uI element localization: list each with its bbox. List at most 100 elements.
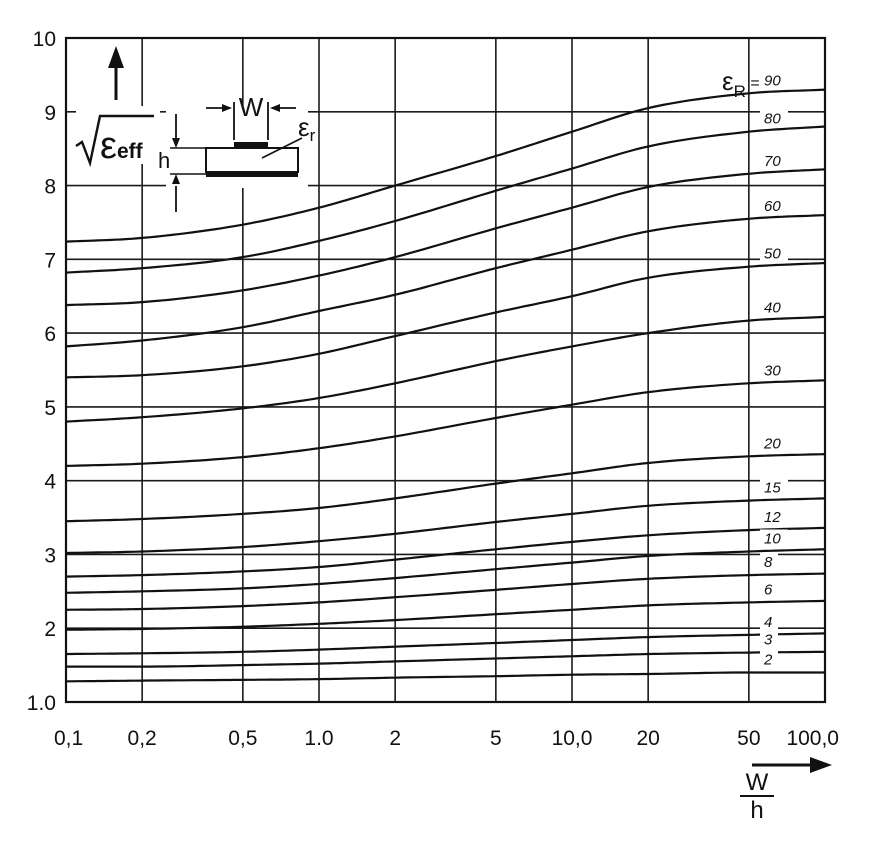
curve-label-background	[760, 650, 778, 668]
inset-epsilon-symbol: ε	[298, 112, 310, 142]
curve-label-background	[760, 71, 788, 89]
y-tick-label: 8	[44, 176, 56, 199]
ground-plane	[206, 172, 298, 177]
curve-label-background	[760, 151, 788, 169]
square-root-icon	[75, 114, 154, 168]
curve-label-background	[760, 196, 788, 214]
x-tick-label: 0,1	[54, 727, 83, 750]
y-tick-label: 10	[33, 28, 56, 51]
curve-label-er-15: 15	[764, 480, 781, 497]
inset-h-label: h	[158, 148, 170, 173]
series-line-er-4	[66, 632, 826, 656]
series-line-er-30	[65, 379, 826, 467]
curve-label-background	[760, 478, 788, 496]
series-line-er-40	[65, 315, 826, 423]
curve-label-background	[760, 580, 778, 598]
inset-epsilon-label: εr	[298, 112, 316, 145]
curve-label-er-60: 60	[764, 198, 781, 215]
x-label-denominator: h	[750, 797, 763, 824]
curve-label-background	[760, 553, 778, 571]
y-tick-label: 5	[44, 397, 56, 420]
y-tick-label: 9	[44, 102, 56, 125]
x-tick-label: 0,2	[128, 727, 157, 750]
series-line-er-90	[65, 88, 826, 243]
curve-label-er-8: 8	[764, 554, 773, 571]
curve-label-background	[760, 630, 778, 648]
y-label-symbol: ε	[100, 125, 117, 167]
down-arrow-icon	[172, 138, 180, 148]
curve-label-er-2: 2	[763, 651, 773, 668]
inset-epsilon-subscript: r	[310, 126, 316, 145]
series-line-er-12	[65, 526, 826, 578]
series-line-er-80	[65, 125, 826, 274]
series-line-er-60	[65, 214, 826, 348]
curve-label-er-4: 4	[764, 614, 772, 631]
curve-label-er-3: 3	[764, 632, 773, 649]
curve-label-er-12: 12	[764, 509, 781, 526]
series-line-er-20	[65, 453, 826, 523]
curve-label-background	[760, 298, 788, 316]
series-line-er-50	[65, 261, 826, 379]
x-tick-label: 50	[737, 727, 760, 750]
y-tick-label: 6	[44, 323, 56, 346]
curve-label-background	[760, 361, 788, 379]
series-line-er-8	[65, 572, 826, 611]
curve-label-er-20: 20	[763, 435, 781, 452]
legend-title: εR =	[722, 66, 760, 101]
series-line-er-15	[65, 497, 826, 555]
x-label-numerator: W	[746, 769, 769, 796]
right-large-arrow-icon	[810, 757, 832, 773]
curve-label-er-80: 80	[764, 111, 781, 128]
y-label-subscript: eff	[117, 140, 144, 163]
curve-label-background	[760, 529, 788, 547]
y-axis-label-text: εeff	[100, 125, 144, 167]
x-tick-label: 1.0	[304, 727, 333, 750]
left-arrow-icon	[270, 104, 280, 112]
y-tick-label: 3	[44, 544, 56, 567]
strip-conductor	[234, 142, 268, 148]
y-tick-label: 2	[44, 618, 56, 641]
up-small-arrow-icon	[172, 174, 180, 184]
y-tick-label: 1.0	[27, 692, 56, 715]
legend-title-subscript: R	[734, 82, 746, 101]
inset-w-label: W	[239, 92, 264, 122]
curve-label-background	[760, 434, 788, 452]
x-tick-label: 100,0	[786, 727, 839, 750]
series-line-er-6	[65, 599, 826, 631]
x-tick-label: 2	[389, 727, 401, 750]
microstrip-cross-section-inset: W εr h	[158, 92, 316, 212]
curve-labels: 90 80 70 60 50 40 30 20 15 12 10 8 6 43 2	[760, 71, 788, 668]
plot-frame	[64, 36, 827, 704]
epsilon-leader-line	[261, 137, 303, 159]
right-arrow-icon	[222, 104, 232, 112]
x-tick-label: 10,0	[552, 727, 593, 750]
curve-label-background	[760, 612, 778, 630]
series-line-er-10	[65, 548, 826, 594]
curve-label-er-10: 10	[764, 530, 781, 547]
curve-label-er-30: 30	[764, 362, 781, 379]
x-tick-label: 20	[636, 727, 659, 750]
curve-label-er-70: 70	[764, 153, 781, 170]
curve-label-er-6: 6	[764, 581, 773, 598]
x-axis-label: W h	[740, 757, 832, 824]
curve-label-er-50: 50	[764, 246, 781, 263]
curve-label-background	[760, 244, 788, 262]
legend-title-equals: =	[746, 75, 760, 92]
y-tick-label: 7	[44, 249, 56, 272]
series-line-er-2	[66, 671, 825, 683]
x-tick-label: 5	[490, 727, 502, 750]
curve-label-er-40: 40	[764, 300, 781, 317]
series-lines	[65, 88, 826, 683]
legend-title-symbol: ε	[722, 66, 734, 96]
series-line-er-3	[66, 650, 826, 668]
y-axis-label: εeff	[75, 46, 160, 168]
x-tick-label: 0,5	[228, 727, 257, 750]
up-arrow-icon	[108, 46, 124, 68]
curve-label-background	[760, 508, 788, 526]
curve-label-er-90: 90	[764, 72, 781, 89]
series-line-er-70	[65, 168, 826, 307]
curve-label-background	[760, 109, 788, 127]
y-tick-label: 4	[44, 471, 56, 494]
